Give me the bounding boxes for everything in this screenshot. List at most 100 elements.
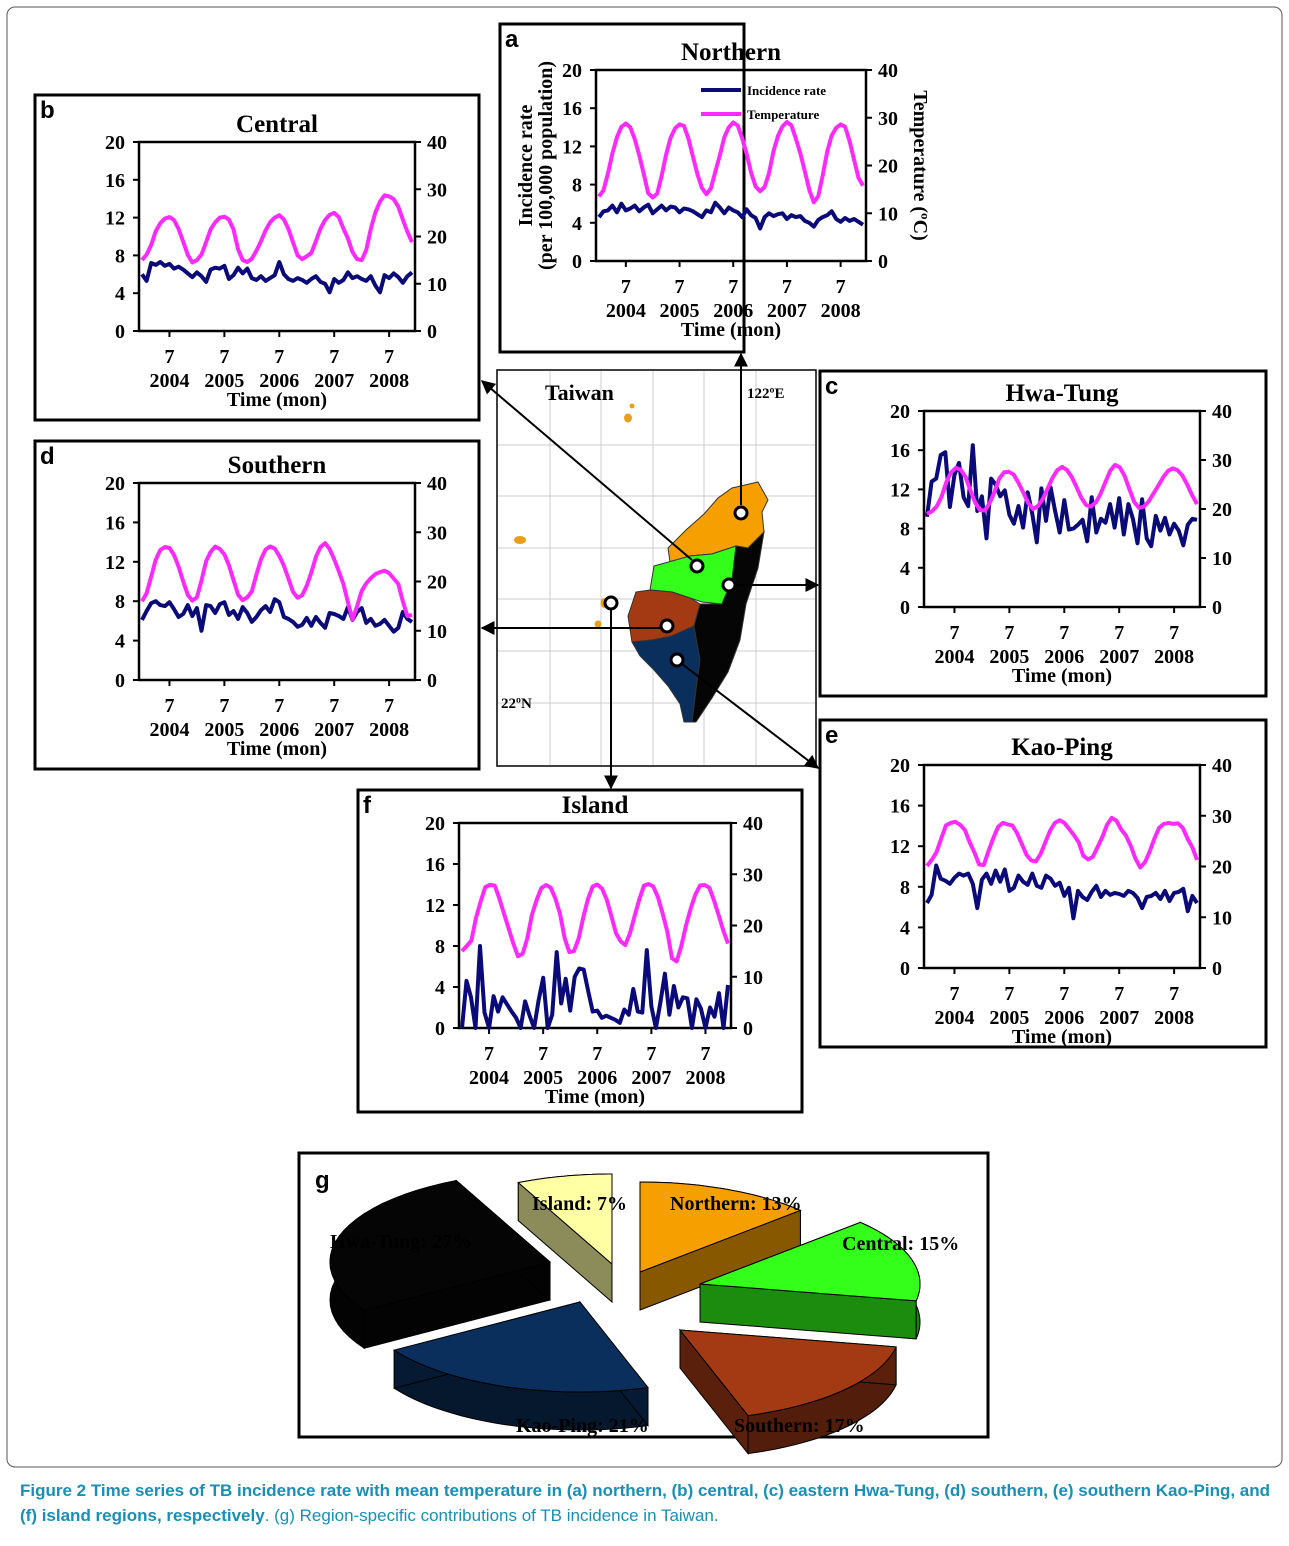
panel-label: f [363,792,372,819]
y-tick-label: 0 [115,670,125,692]
pie-slice-top [678,1329,897,1417]
taiwan-map: Taiwan 122ºE 22ºN [496,369,817,767]
x-axis-label: Time (mon) [545,1086,645,1108]
year-label: 2005 [989,646,1029,668]
year-label: 2006 [259,719,299,741]
pie-slice-top [329,1180,552,1311]
map-lat-label: 22ºN [501,696,532,712]
y2-tick-label: 0 [427,321,437,343]
y2-tick-label: 20 [427,572,447,594]
y2-tick-label: 0 [878,251,888,273]
panel-frame [356,788,804,1114]
chart-title: Hwa-Tung [1005,380,1119,407]
y2-tick-label: 20 [427,227,447,249]
y-tick-label: 20 [562,60,582,82]
year-label: 2004 [934,1007,974,1029]
y-tick-label: 20 [890,401,910,423]
year-label: 2008 [1154,646,1194,668]
y2-tick-label: 10 [743,967,763,989]
y-tick-label: 0 [900,958,910,980]
x-tick-label: 7 [219,346,229,368]
y2-tick-label: 40 [427,132,447,154]
y-tick-label: 16 [105,170,125,192]
y2-tick-label: 40 [1212,755,1232,777]
y-tick-label: 4 [115,283,125,305]
y2-tick-label: 20 [1212,857,1232,879]
incidence-line [925,863,1199,921]
y2-tick-label: 0 [743,1018,753,1040]
incidence-line [460,944,730,1030]
map-marker [669,652,685,668]
pie-slice-island [517,1173,613,1304]
incidence-line [140,260,414,295]
pie-slice-southern [678,1328,897,1456]
y-tick-label: 4 [900,917,910,939]
year-label: 2007 [631,1067,671,1089]
y-tick-label: 8 [115,591,125,613]
y2-tick-label: 0 [1212,597,1222,619]
y-tick-label: 12 [890,479,910,501]
panel-label: e [825,722,838,749]
y2-tick-label: 40 [743,813,763,835]
y-tick-label: 0 [572,251,582,273]
arrow-to-central [480,380,693,561]
y2-tick-label: 40 [878,60,898,82]
year-label: 2005 [204,370,244,392]
pie-slice-top [639,1181,802,1273]
temperature-line [926,462,1199,516]
y-tick-label: 12 [425,895,445,917]
year-label: 2006 [1044,1007,1084,1029]
year-label: 2006 [1044,646,1084,668]
year-label: 2008 [685,1067,725,1089]
x-tick-label: 7 [484,1043,494,1065]
y2-tick-label: 40 [1212,401,1232,423]
y2-axis-label: Temperature (ºC) [909,90,931,240]
y-tick-label: 12 [890,836,910,858]
legend-label: Temperature [747,107,819,122]
x-tick-label: 7 [274,346,284,368]
y-tick-label: 16 [890,440,910,462]
caption-rest-text: . (g) Region-specific contributions of T… [264,1506,719,1525]
y2-tick-label: 10 [1212,548,1232,570]
temperature-line [925,815,1199,870]
y-tick-label: 0 [115,321,125,343]
year-label: 2004 [469,1067,509,1089]
x-axis-label: Time (mon) [681,319,781,341]
chart-title: Island [562,792,629,819]
y2-tick-label: 30 [1212,450,1232,472]
x-tick-label: 7 [1059,983,1069,1005]
x-tick-label: 7 [1059,622,1069,644]
x-tick-label: 7 [646,1043,656,1065]
incidence-line [597,200,865,231]
x-tick-label: 7 [1169,983,1179,1005]
x-tick-label: 7 [836,276,846,298]
year-label: 2004 [149,370,189,392]
map-title: Taiwan [545,380,614,405]
y-tick-label: 8 [572,175,582,197]
y-tick-label: 12 [562,136,582,158]
year-label: 2008 [1154,1007,1194,1029]
pie-slice-hwa-tung [329,1179,552,1350]
y-tick-label: 8 [435,936,445,958]
y-tick-label: 20 [105,132,125,154]
y2-tick-label: 10 [1212,907,1232,929]
x-tick-label: 7 [949,622,959,644]
year-label: 2007 [1099,646,1139,668]
panel-label: d [40,443,55,470]
x-tick-label: 7 [384,695,394,717]
pie-slice-central [699,1221,921,1340]
y2-tick-label: 30 [427,179,447,201]
pie-label: Island: 7% [532,1193,627,1215]
x-tick-label: 7 [164,695,174,717]
y2-tick-label: 20 [743,916,763,938]
year-label: 2005 [523,1067,563,1089]
pie-slice-kao-ping [392,1300,649,1431]
y2-tick-label: 20 [878,156,898,178]
y2-tick-label: 0 [427,670,437,692]
x-tick-label: 7 [384,346,394,368]
